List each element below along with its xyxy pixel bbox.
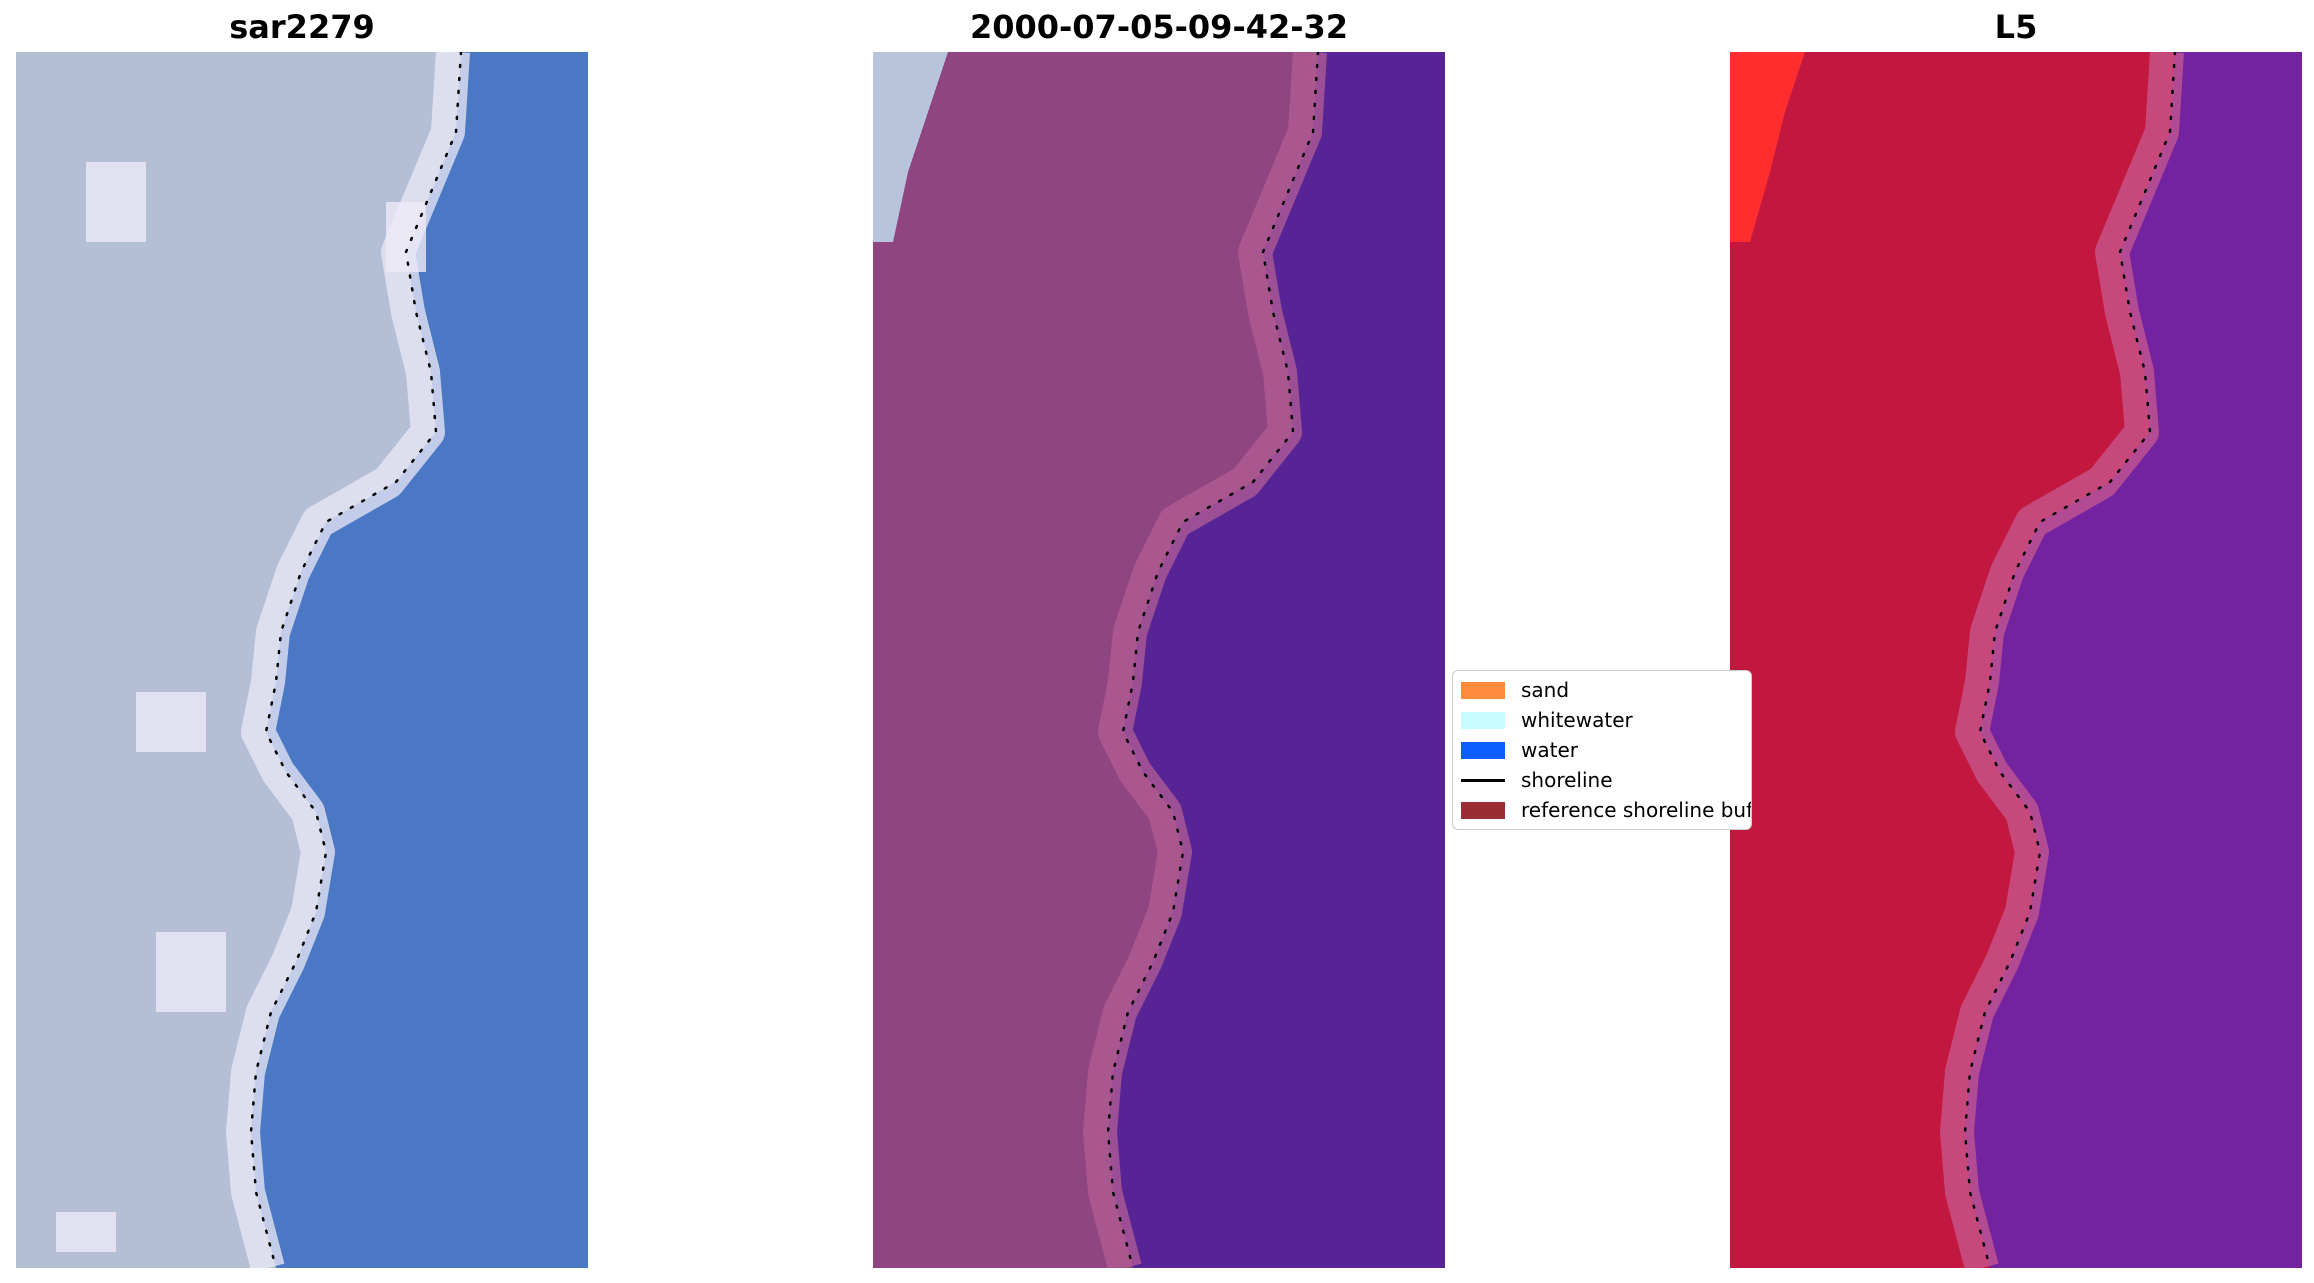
rgb-image-panel [16, 52, 588, 1268]
legend-label-shoreline: shoreline [1521, 768, 1613, 792]
land-area [1730, 52, 2175, 1268]
classified-image [873, 52, 1445, 1268]
rgb-image [16, 52, 588, 1268]
legend-label-sand: sand [1521, 678, 1570, 702]
surf-zone-band [226, 52, 470, 1268]
legend-item-sand: sand [1461, 677, 1569, 703]
bright-patch [86, 162, 146, 242]
land-area [16, 52, 461, 1268]
sand-swatch [1461, 681, 1505, 699]
bright-patch [386, 202, 426, 272]
title-classified: 2000-07-05-09-42-32 [969, 8, 1349, 46]
reference-buffer-swatch [1461, 801, 1505, 819]
surf-zone-band [1083, 52, 1327, 1268]
title-rgb: sar2279 [229, 8, 375, 46]
bright-patch [136, 692, 206, 752]
classified-image-panel [873, 52, 1445, 1268]
red-corner [1730, 52, 1805, 242]
legend-item-shoreline: shoreline [1461, 767, 1613, 793]
title-mndwi: L5 [1994, 8, 2038, 46]
image-corner [873, 52, 948, 242]
legend-item-reference-buffer: reference shoreline buffer [1461, 797, 1752, 823]
legend-label-reference-buffer: reference shoreline buffer [1521, 798, 1752, 822]
water-swatch [1461, 741, 1505, 759]
legend-item-water: water [1461, 737, 1578, 763]
land-area [873, 52, 1318, 1268]
shoreline-line-icon [1461, 778, 1505, 782]
surf-zone-band [1940, 52, 2184, 1268]
mndwi-image [1730, 52, 2302, 1268]
whitewater-swatch [1461, 711, 1505, 729]
bright-patch [56, 1212, 116, 1252]
legend-label-water: water [1521, 738, 1578, 762]
legend-label-whitewater: whitewater [1521, 708, 1633, 732]
legend-item-whitewater: whitewater [1461, 707, 1633, 733]
bright-patch [156, 932, 226, 1012]
legend: sand whitewater water shoreline referenc… [1452, 670, 1752, 830]
mndwi-image-panel [1730, 52, 2302, 1268]
